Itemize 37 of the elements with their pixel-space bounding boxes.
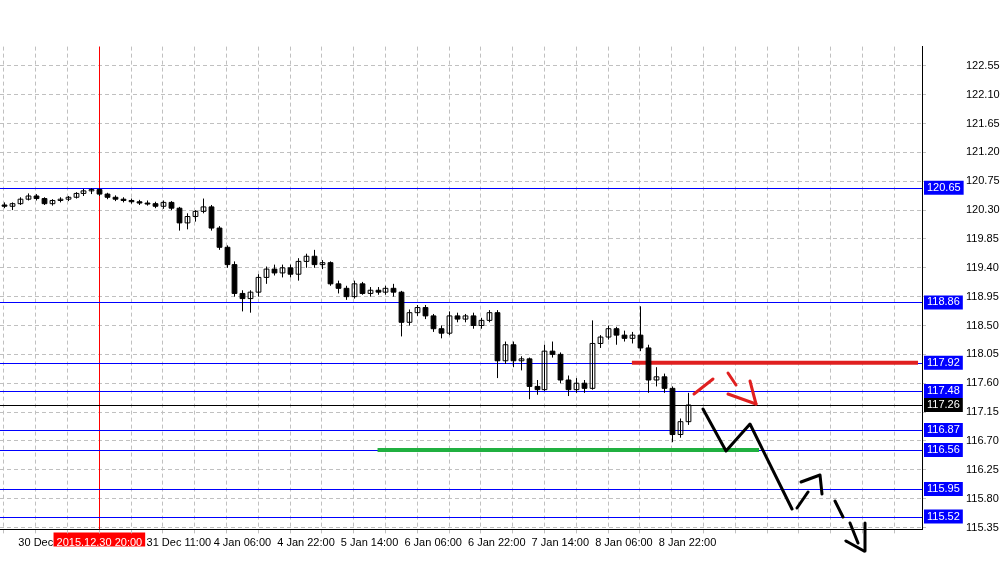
y-tick-label: 120.75 [966, 174, 1000, 187]
ref-line-label: 117.26 [927, 398, 960, 411]
y-tick-label: 121.20 [966, 145, 1000, 158]
y-tick-label: 118.95 [966, 289, 999, 302]
ref-line-label: 115.95 [927, 482, 960, 495]
x-tick-label: 7 Jan 14:00 [531, 536, 590, 549]
x-tick-label: 8 Jan 22:00 [658, 536, 717, 549]
ref-line-label: 117.92 [927, 355, 960, 368]
ref-line-label: 118.86 [927, 295, 960, 308]
y-tick-label: 116.70 [966, 433, 999, 446]
y-tick-label: 119.40 [966, 260, 999, 273]
x-tick-label: 6 Jan 22:00 [468, 536, 526, 549]
y-tick-label: 118.50 [966, 318, 999, 331]
y-tick-label: 116.25 [966, 462, 999, 475]
ref-line-label: 115.52 [927, 509, 960, 522]
x-tick-label: 8 Jan 06:00 [595, 536, 653, 549]
y-tick-label: 115.80 [966, 491, 999, 504]
x-tick-label: 4 Jan 22:00 [277, 536, 335, 549]
x-tick-label: 31 Dec 11:00 [146, 536, 212, 549]
ref-line-label: 117.48 [927, 383, 960, 396]
x-tick-label: 6 Jan 06:00 [404, 536, 462, 549]
x-tick-label: 30 Dec [18, 536, 54, 549]
y-tick-label: 117.60 [966, 376, 999, 389]
y-tick-label: 119.85 [966, 231, 999, 244]
y-tick-label: 115.35 [966, 520, 999, 533]
y-tick-label: 120.30 [966, 203, 1000, 216]
x-tick-label: 4 Jan 06:00 [213, 536, 272, 549]
ref-line-label: 116.87 [927, 423, 960, 436]
x-tick-label: 5 Jan 14:00 [340, 536, 399, 549]
ref-line-label: 120.65 [927, 180, 961, 193]
x-tick-label: 2015.12.30 20:00 [56, 536, 143, 549]
y-tick-label: 122.55 [966, 58, 1000, 71]
ref-line-label: 116.56 [927, 442, 960, 455]
y-tick-label: 122.10 [966, 87, 1000, 100]
y-tick-label: 117.15 [966, 405, 999, 418]
y-tick-label: 118.05 [966, 347, 999, 360]
y-tick-label: 121.65 [966, 116, 1000, 129]
